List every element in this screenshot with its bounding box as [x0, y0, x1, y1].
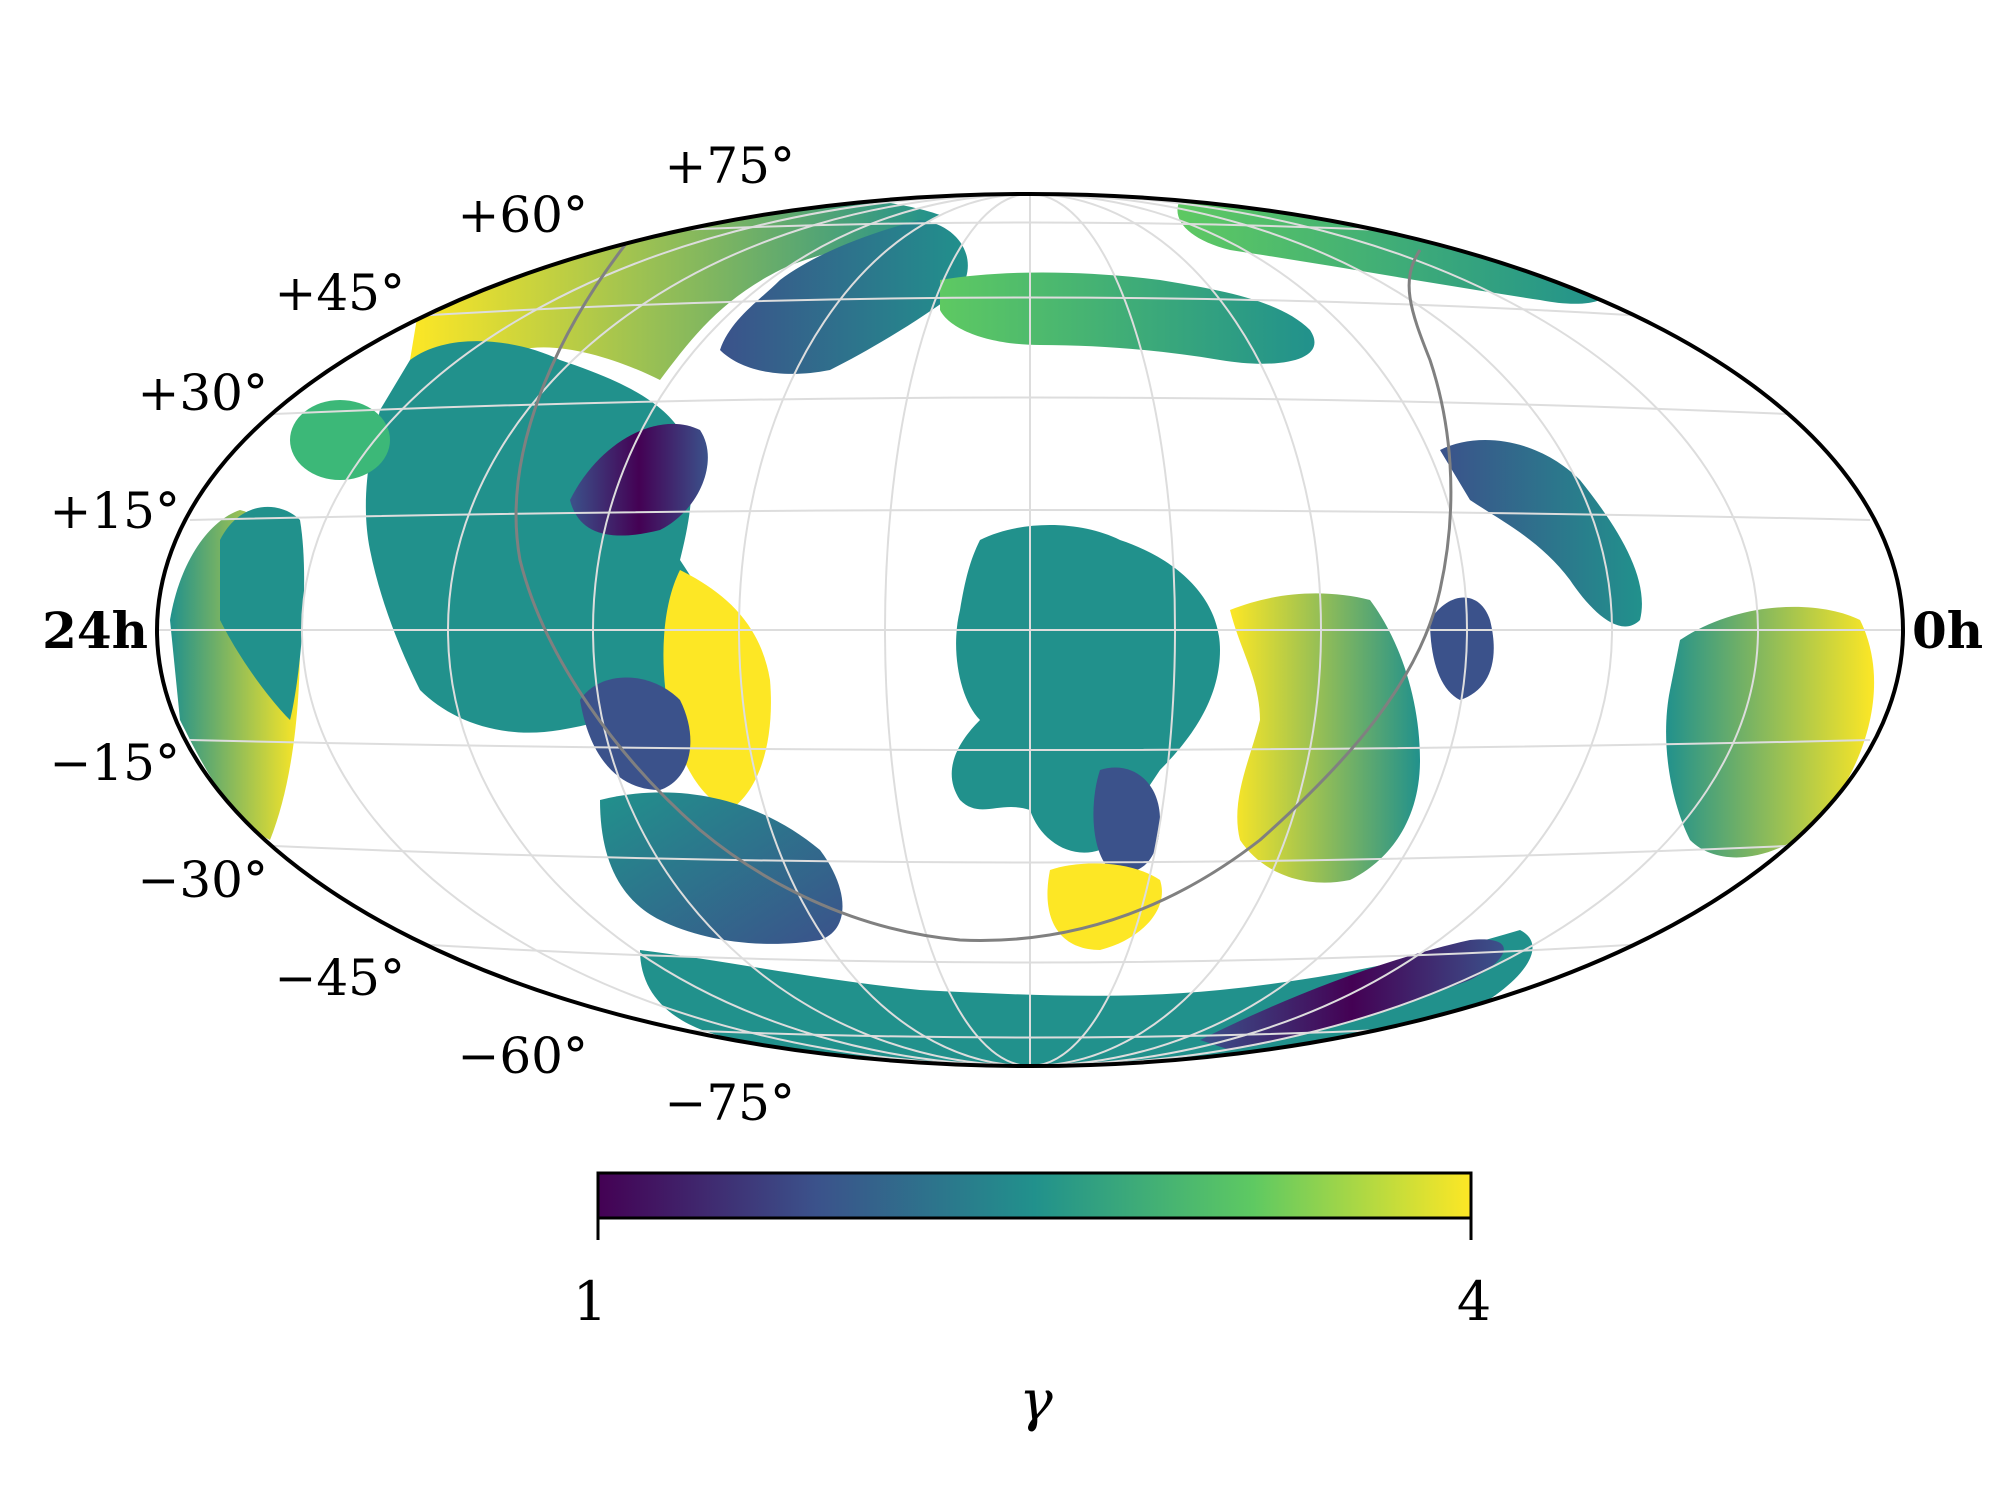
colorbar-gradient — [596, 1171, 1473, 1220]
region-purple-south — [580, 677, 691, 790]
region-central-purple — [1093, 767, 1160, 873]
region-east-purple — [1430, 597, 1494, 700]
lat-label-n75: +75° — [664, 137, 795, 195]
ra-label-left: 24h — [42, 601, 148, 660]
lat-label-s75: −75° — [664, 1074, 795, 1132]
lat-label-s60: −60° — [457, 1027, 588, 1085]
lat-label-s15: −15° — [49, 734, 180, 792]
lat-label-s30: −30° — [137, 851, 268, 909]
region-east-mixed — [1230, 593, 1420, 883]
region-west-teal — [365, 341, 709, 733]
region-east-diagonal — [1440, 440, 1642, 627]
region-north-green — [940, 272, 1315, 364]
region-central-green — [951, 525, 1220, 853]
region-purple-north — [570, 423, 708, 536]
lat-label-n45: +45° — [274, 264, 405, 322]
region-island-1 — [290, 400, 390, 480]
region-far-east — [1666, 606, 1875, 858]
region-north-purple — [720, 220, 968, 374]
colorbar: 1 4 γ — [573, 1171, 1491, 1434]
region-left-strip — [220, 506, 305, 720]
lat-label-n60: +60° — [457, 186, 588, 244]
colorbar-min-label: 1 — [573, 1270, 607, 1333]
lat-label-n30: +30° — [137, 364, 268, 422]
ra-label-right: 0h — [1912, 601, 1983, 660]
colorbar-max-label: 4 — [1457, 1270, 1491, 1333]
lat-label-s45: −45° — [274, 949, 405, 1007]
galactic-plane-curve — [514, 244, 1453, 942]
sky-regions — [170, 194, 1875, 1066]
region-south-west-band — [600, 792, 843, 944]
map-outline — [155, 192, 1905, 1068]
colorbar-title: γ — [1019, 1369, 1053, 1434]
region-south-east-purple — [1200, 939, 1504, 1050]
lat-label-n15: +15° — [49, 482, 180, 540]
